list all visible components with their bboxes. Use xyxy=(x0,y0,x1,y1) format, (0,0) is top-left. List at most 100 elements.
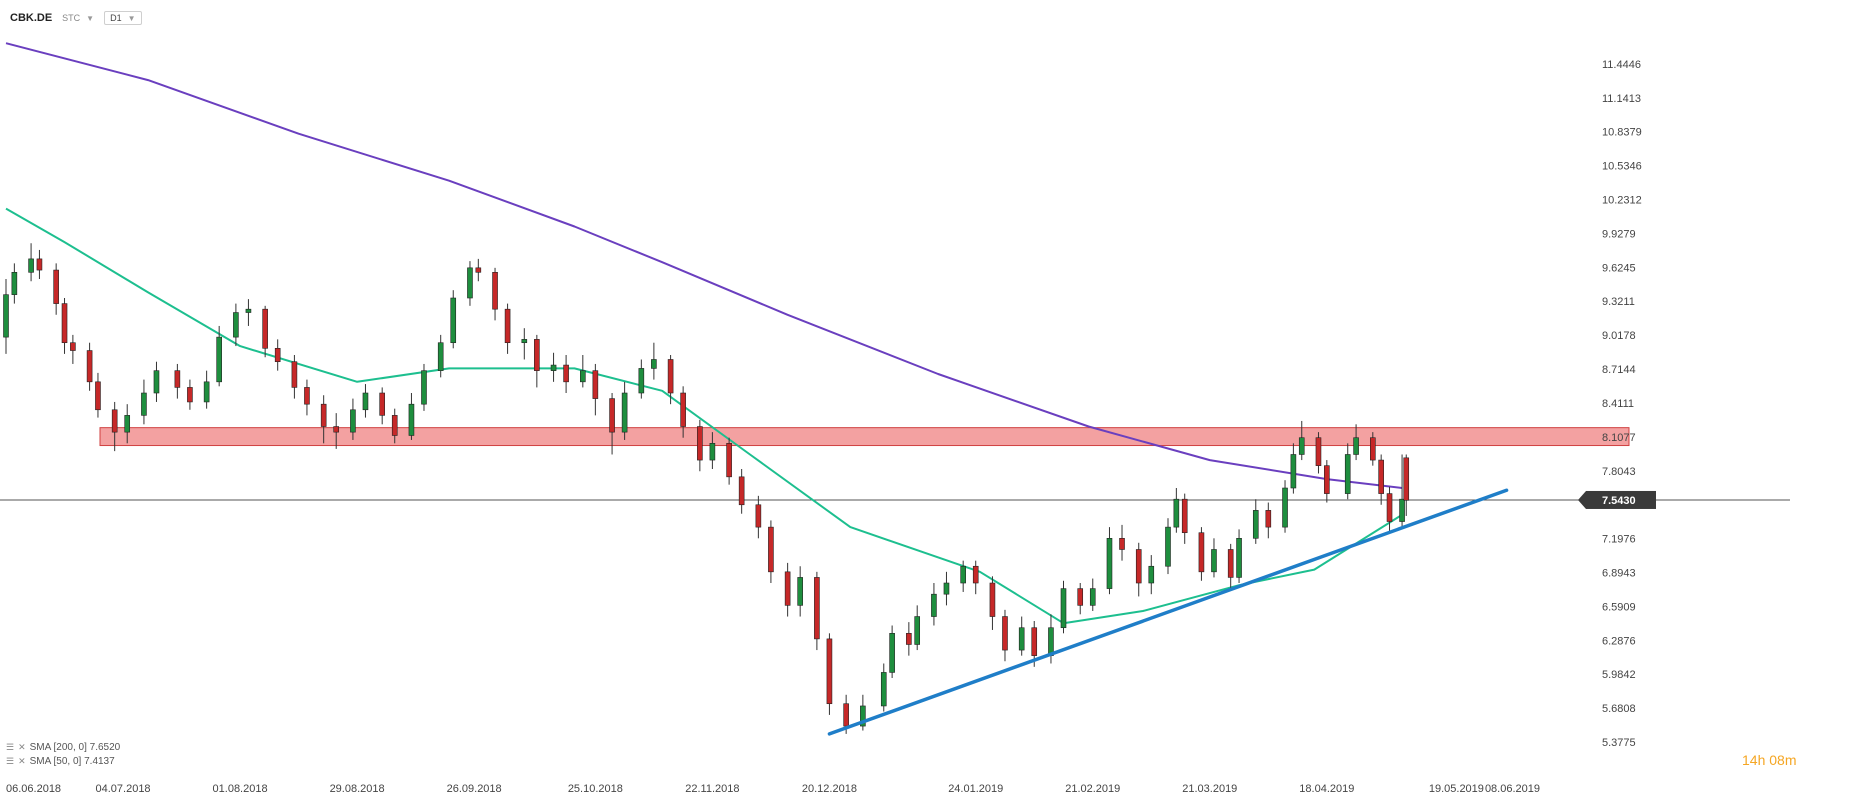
candle-bullish xyxy=(11,271,18,295)
legend-sma200[interactable]: ☰ ✕ SMA [200, 0] 7.6520 xyxy=(6,742,120,753)
candle-bearish xyxy=(906,633,912,645)
candle-bearish xyxy=(262,308,268,349)
candle-bearish xyxy=(843,703,849,727)
y-tick-label: 5.9842 xyxy=(1602,669,1636,681)
timeframe-select[interactable]: D1 ▼ xyxy=(104,11,142,25)
candle-bearish xyxy=(972,565,979,584)
candle-bearish xyxy=(320,403,327,427)
candle-bullish xyxy=(1018,627,1025,651)
candle-bearish xyxy=(174,370,181,388)
candle-bullish xyxy=(651,359,657,369)
close-icon[interactable]: ✕ xyxy=(18,742,26,752)
legend-sma50[interactable]: ☰ ✕ SMA [50, 0] 7.4137 xyxy=(6,756,115,767)
y-tick-label: 8.7144 xyxy=(1602,364,1636,376)
settings-icon[interactable]: ☰ xyxy=(6,756,15,766)
candle-bullish xyxy=(350,409,356,433)
y-tick-label: 5.3775 xyxy=(1602,737,1636,749)
chart-header: CBK.DE STC ▼ D1 ▼ xyxy=(10,10,142,26)
candle-bullish xyxy=(1236,538,1242,578)
candle-bullish xyxy=(521,339,528,344)
candle-bullish xyxy=(931,593,937,617)
candle-bearish xyxy=(36,258,43,271)
candle-bearish xyxy=(1315,437,1322,466)
x-tick-label: 21.02.2019 xyxy=(1065,783,1120,795)
candle-bearish xyxy=(726,443,732,478)
candle-bearish xyxy=(333,426,340,433)
candle-bullish xyxy=(124,415,131,433)
candle-bullish xyxy=(860,705,866,727)
candle-bullish xyxy=(362,392,369,411)
settings-icon[interactable]: ☰ xyxy=(6,742,15,752)
candle-bullish xyxy=(1252,510,1259,539)
candle-bullish xyxy=(1211,549,1217,573)
candle-bullish xyxy=(437,342,444,371)
candle-bearish xyxy=(784,571,791,606)
y-tick-label: 6.5909 xyxy=(1602,601,1636,613)
x-tick-label: 20.12.2018 xyxy=(802,783,857,795)
candle-bearish xyxy=(680,392,686,427)
candle-bearish xyxy=(86,350,93,383)
x-tick-label: 19.05.2019 xyxy=(1429,783,1484,795)
candle-bearish xyxy=(111,409,118,433)
current-price-tag xyxy=(1586,490,1656,509)
resistance-zone xyxy=(99,427,1630,447)
close-icon[interactable]: ✕ xyxy=(18,756,26,766)
candle-bearish xyxy=(492,271,498,310)
candle-bearish xyxy=(768,526,774,573)
x-tick-label: 26.09.2018 xyxy=(447,783,502,795)
x-tick-label: 04.07.2018 xyxy=(96,783,151,795)
candle-bearish xyxy=(1370,437,1376,461)
candle-bearish xyxy=(697,426,703,461)
x-tick-label: 21.03.2019 xyxy=(1182,783,1237,795)
candle-bullish xyxy=(1048,627,1054,656)
candle-bullish xyxy=(550,364,557,371)
candle-bullish xyxy=(889,633,895,673)
candle-bearish xyxy=(563,364,569,383)
candle-bearish xyxy=(291,361,298,388)
candle-bullish xyxy=(943,582,950,595)
y-tick-label: 7.8043 xyxy=(1602,466,1636,478)
candle-bullish xyxy=(141,392,147,416)
y-tick-label: 10.5346 xyxy=(1602,161,1642,173)
candle-bullish xyxy=(421,370,427,405)
candle-bullish xyxy=(880,672,887,707)
current-price-label: 7.5430 xyxy=(1602,495,1636,507)
candle-bullish xyxy=(1290,454,1297,489)
candle-bullish xyxy=(1165,526,1171,567)
y-tick-label: 8.1077 xyxy=(1602,432,1636,444)
legend-sma200-label: SMA [200, 0] 7.6520 xyxy=(29,742,121,753)
candle-bullish xyxy=(3,294,9,338)
candle-bearish xyxy=(1227,549,1234,578)
y-tick-label: 9.3211 xyxy=(1602,296,1635,308)
candle-bearish xyxy=(1031,627,1038,656)
candle-bearish xyxy=(609,398,615,433)
candle-bullish xyxy=(1060,588,1067,629)
candle-bearish xyxy=(274,348,281,363)
candle-bullish xyxy=(1353,437,1359,455)
candle-bullish xyxy=(1089,588,1096,606)
candle-bullish xyxy=(450,297,457,344)
symbol-label[interactable]: CBK.DE xyxy=(10,12,53,24)
candle-bearish xyxy=(1403,457,1410,501)
y-tick-label: 10.2312 xyxy=(1602,195,1642,207)
y-tick-label: 9.6245 xyxy=(1602,262,1636,274)
candle-bearish xyxy=(53,269,59,304)
current-price-tag-arrow xyxy=(1578,490,1586,509)
candle-bullish xyxy=(153,370,160,394)
candle-bullish xyxy=(216,336,222,383)
chart-mode-select[interactable]: STC ▼ xyxy=(62,13,94,23)
x-tick-label: 24.01.2019 xyxy=(948,783,1003,795)
candle-bearish xyxy=(755,504,762,528)
candle-bullish xyxy=(1173,498,1180,528)
candle-bullish xyxy=(1399,498,1405,522)
x-tick-label: 29.08.2018 xyxy=(330,783,385,795)
candle-bearish xyxy=(814,577,820,640)
candle-bullish xyxy=(621,392,628,433)
x-tick-label: 08.06.2019 xyxy=(1485,783,1540,795)
candle-bullish xyxy=(1148,565,1155,584)
candle-bearish xyxy=(391,415,398,436)
candle-bearish xyxy=(738,476,745,506)
candle-bullish xyxy=(638,368,645,394)
x-tick-label: 06.06.2018 xyxy=(6,783,61,795)
